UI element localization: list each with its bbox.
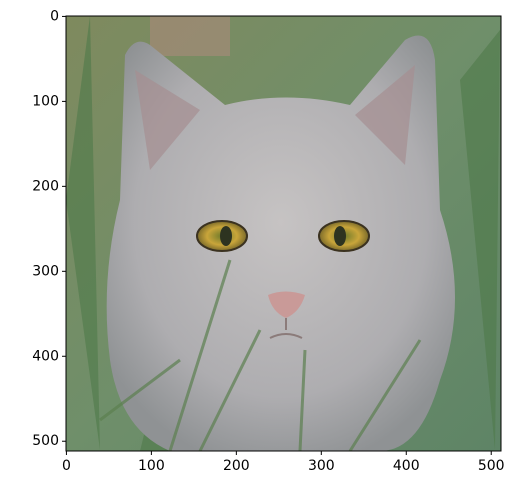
- y-tick-label: 500: [32, 433, 59, 449]
- x-tick-label: 300: [308, 458, 335, 474]
- image: [66, 16, 501, 451]
- x-tick-label: 0: [62, 458, 71, 474]
- x-tick-label: 500: [478, 458, 505, 474]
- y-tick-label: 200: [32, 178, 59, 194]
- chart: 01002003004005000100200300400500: [0, 0, 515, 487]
- x-tick-label: 100: [138, 458, 165, 474]
- y-tick-label: 0: [50, 8, 59, 24]
- y-tick-label: 400: [32, 348, 59, 364]
- y-tick-label: 100: [32, 93, 59, 109]
- x-tick-label: 400: [393, 458, 420, 474]
- x-tick-label: 200: [223, 458, 250, 474]
- y-tick-label: 300: [32, 263, 59, 279]
